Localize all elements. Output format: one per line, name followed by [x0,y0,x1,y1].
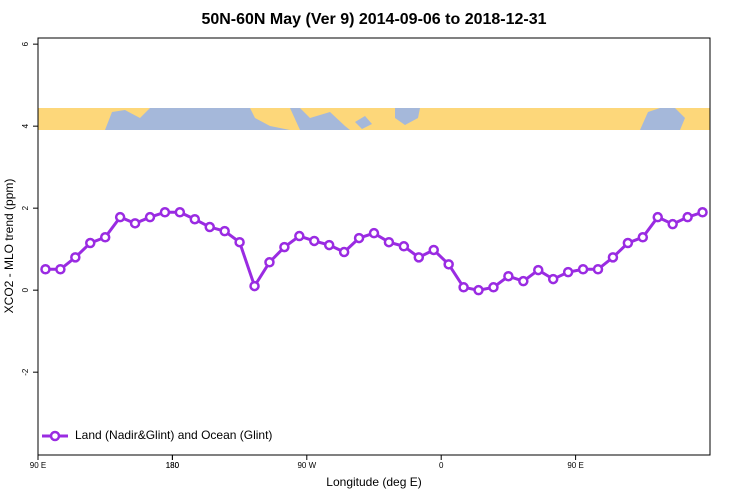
data-point [637,232,649,243]
data-point [264,257,275,268]
data-point [189,213,201,225]
x-axis-label: Longitude (deg E) [326,475,421,489]
x-tick-label: 180 [166,461,180,470]
plot-frame [37,37,711,456]
data-point [40,264,51,275]
x-tick-label: 0 [439,461,444,470]
legend-marker [49,430,61,442]
data-point [85,237,96,249]
y-tick-label: 0 [21,287,30,292]
data-point [443,259,454,270]
data-point [622,237,634,249]
data-point [577,264,589,275]
data-point [533,264,544,276]
data-point [458,282,469,293]
y-tick-label: 2 [21,205,30,210]
chart-title: 50N-60N May (Ver 9) 2014-09-06 to 2018-1… [201,11,546,28]
data-point [234,236,245,248]
data-point [652,211,663,223]
map-strip [38,108,710,130]
x-tick-label: 90 W [297,461,316,470]
data-point [428,244,439,256]
data-point [249,280,260,292]
data-point [309,235,320,247]
data-point [129,218,141,229]
data-point [697,207,708,218]
data-point [70,252,81,263]
data-point [323,239,335,251]
data-point [174,207,186,218]
y-axis-label: XCO2 - MLO trend (ppm) [2,179,16,314]
legend-label: Land (Nadir&Glint) and Ocean (Glint) [75,428,272,442]
data-point [383,236,395,248]
data-point [353,232,365,244]
data-point [667,218,678,230]
data-point [518,275,529,287]
data-point [159,207,171,218]
data-point [204,221,215,233]
series-line [45,210,704,292]
y-tick-label: 4 [21,123,30,128]
y-tick-label: -2 [21,368,30,376]
data-point [55,264,66,275]
data-point [473,284,484,296]
data-point [114,211,126,223]
data-point [547,273,559,285]
data-point [279,241,290,253]
x-tick-label: 90 E [567,461,583,470]
data-point [144,211,156,223]
data-point [99,232,111,243]
data-point [607,252,619,263]
data-point [294,230,305,242]
data-point [338,246,350,258]
x-tick-label: 90 E [30,461,46,470]
data-point [503,270,514,282]
data-point [368,227,380,239]
y-tick-label: 6 [21,41,30,46]
data-point [562,266,574,278]
data-point [592,264,604,275]
data-point [219,225,230,237]
data-point [488,282,499,293]
data-point [398,241,410,252]
x-tick-label: 180 [166,461,180,470]
data-point [682,211,693,223]
data-point [413,252,425,263]
